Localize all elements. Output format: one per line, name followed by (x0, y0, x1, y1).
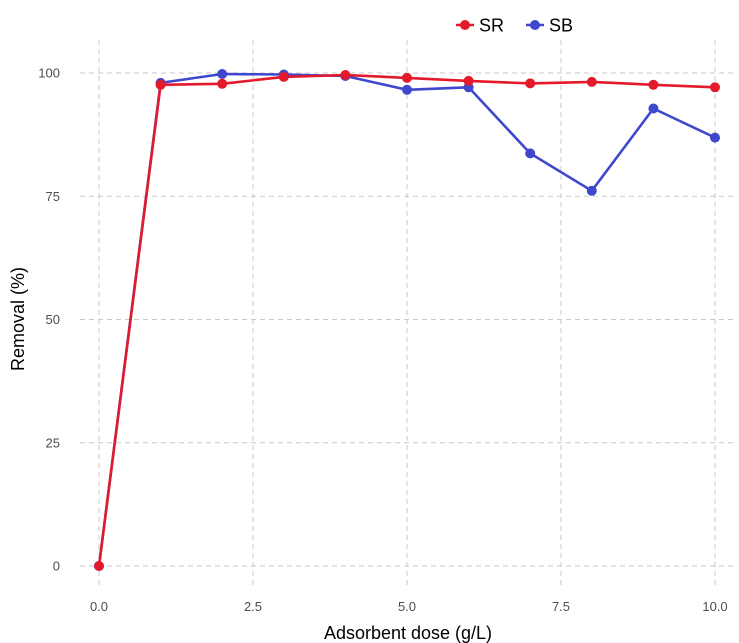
grid (80, 40, 737, 588)
data-point-sr (340, 70, 351, 80)
data-point-sr (525, 78, 536, 89)
data-point-sr (278, 71, 289, 82)
data-point-sb (648, 103, 659, 114)
data-point-sb (217, 69, 228, 79)
data-point-sb (525, 148, 536, 159)
x-tick-label: 2.5 (244, 599, 262, 614)
x-axis-title: Adsorbent dose (g/L) (324, 623, 492, 643)
y-tick-label: 100 (38, 66, 60, 81)
x-tick-label: 0.0 (90, 599, 108, 614)
data-point-sr (217, 78, 228, 89)
legend-label-sr: SR (479, 16, 504, 36)
series-points (94, 69, 720, 571)
y-tick-label: 0 (53, 559, 60, 574)
y-tick-label: 50 (46, 312, 60, 327)
x-tick-label: 5.0 (398, 599, 416, 614)
data-point-sr (402, 72, 412, 83)
x-tick-label: 7.5 (552, 599, 570, 614)
legend: SR SB (456, 16, 573, 36)
y-axis-title: Removal (%) (8, 267, 28, 371)
data-point-sb (402, 84, 412, 95)
y-tick-label: 75 (46, 189, 60, 204)
legend-key-point-sr (460, 20, 470, 30)
x-tick-label: 10.0 (702, 599, 727, 614)
data-point-sr (710, 82, 720, 93)
y-axis-ticks: 0 25 50 75 100 (38, 66, 60, 574)
data-point-sr (586, 76, 597, 87)
data-point-sr (94, 561, 104, 571)
data-point-sb (586, 185, 597, 196)
x-axis-ticks: 0.0 2.5 5.0 7.5 10.0 (90, 599, 728, 614)
data-point-sb (710, 132, 720, 143)
data-point-sr (648, 79, 659, 90)
data-point-sr (155, 79, 166, 90)
data-point-sr (463, 75, 474, 86)
legend-item-sb: SB (526, 16, 573, 36)
legend-key-point-sb (530, 20, 540, 30)
legend-label-sb: SB (549, 16, 573, 36)
y-tick-label: 25 (46, 435, 60, 450)
legend-item-sr: SR (456, 16, 504, 36)
